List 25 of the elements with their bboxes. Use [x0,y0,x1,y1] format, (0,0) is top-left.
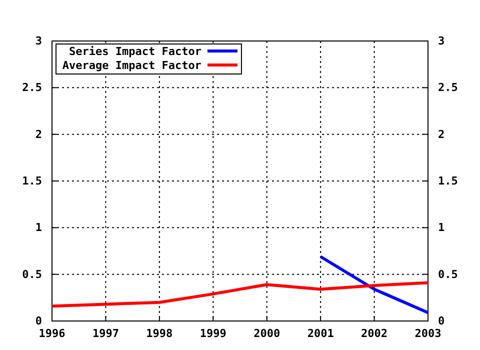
x-tick-label: 1999 [200,326,226,340]
y2-tick-label: 0 [438,314,445,328]
y2-tick-label: 1.5 [438,174,458,188]
x-tick-label: 1998 [146,326,173,340]
y2-tick-label: 1 [438,221,445,234]
x-tick-label: 2003 [414,326,442,340]
y-tick-label: 3 [35,34,42,48]
y-tick-label: 2.5 [22,81,42,94]
y2-tick-label: 3 [438,34,445,48]
legend-label: Average Impact Factor [62,59,202,72]
x-tick-label: 1996 [38,326,66,340]
legend-label: Series Impact Factor [69,45,202,58]
y2-tick-label: 2 [438,128,445,141]
x-tick-label: 1997 [92,326,119,340]
y2-tick-label: 0.5 [438,268,458,281]
y-tick-label: 0 [35,314,42,328]
x-tick-label: 2000 [254,326,280,340]
line-series [50,281,430,308]
y2-tick-label: 2.5 [438,81,458,94]
y-tick-label: 1.5 [22,174,42,188]
x-tick-label: 2001 [307,326,334,340]
y-tick-label: 0.5 [22,268,42,281]
y-tick-label: 2 [35,128,42,141]
x-tick-label: 2002 [361,326,388,340]
y-tick-label: 1 [35,221,42,234]
